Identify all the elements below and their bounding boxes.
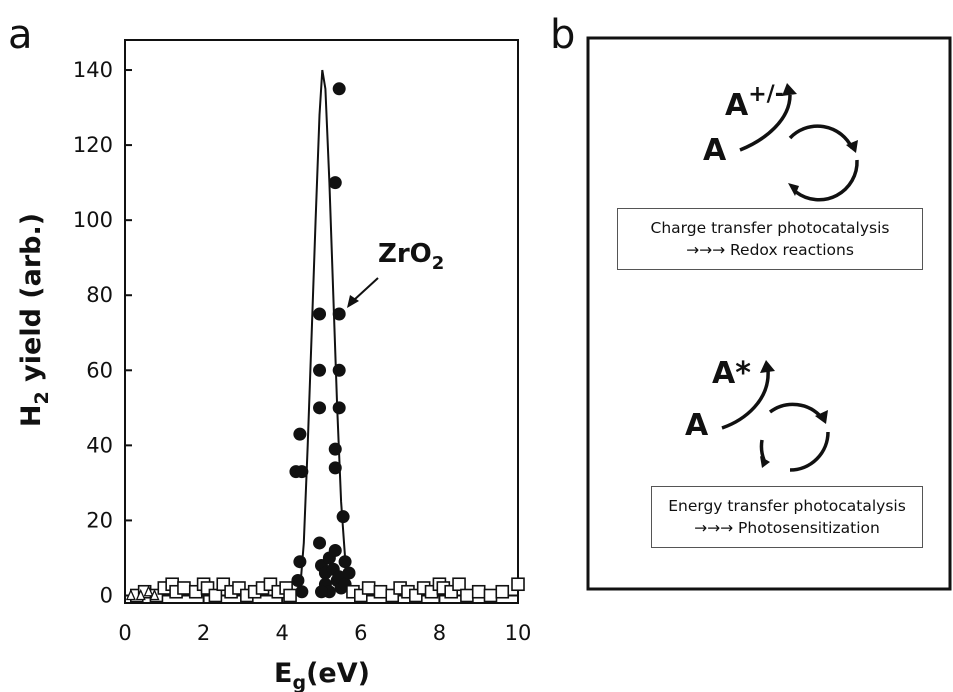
x-axis-title-rest: (eV) [306, 658, 370, 689]
filled-circle-point [332, 82, 346, 96]
open-square-point [283, 588, 297, 603]
filled-circle-point [332, 307, 346, 321]
open-square-point [373, 584, 388, 599]
filled-circle-point [332, 363, 346, 377]
filled-circle-point [293, 555, 307, 569]
filled-circle-point [328, 176, 342, 190]
bottom-cycle-arc-left [759, 439, 766, 461]
open-square-point [177, 581, 191, 595]
energy-transfer-caption-line2: →→→ Photosensitization [694, 519, 880, 537]
triangle-point [135, 588, 146, 601]
x-tick-label: 2 [197, 621, 210, 645]
x-tick-label: 8 [433, 621, 446, 645]
y-tick-label: 100 [73, 208, 113, 232]
panel-a-letter: a [8, 12, 33, 58]
filled-circle-point [328, 442, 342, 456]
x-tick-label: 4 [276, 621, 289, 645]
x-tick-label: 10 [505, 621, 532, 645]
triangle-point [149, 588, 160, 601]
open-square-point [208, 588, 223, 603]
energy-transfer-caption: Energy transfer photocatalysis →→→ Photo… [651, 486, 923, 548]
y-axis-title: H2 yield (arb.) [16, 213, 53, 427]
y-axis-title-main: H [16, 404, 47, 427]
bottom-cycle-arc-lower [789, 431, 830, 472]
top-cycle-arrowhead-upper [846, 140, 858, 153]
open-square-point [361, 581, 376, 595]
y-tick-label: 60 [86, 358, 113, 382]
open-square-point [495, 584, 510, 599]
open-square-point [452, 577, 466, 592]
top-species-label: A [703, 133, 727, 168]
filled-circle-point [291, 573, 305, 587]
y-tick-label: 80 [86, 283, 113, 307]
zro2-annotation-sub: 2 [432, 253, 445, 274]
charge-transfer-caption-line1: Charge transfer photocatalysis [650, 219, 890, 237]
filled-circle-point [328, 543, 342, 557]
zro2-annotation-label: ZrO2 [378, 239, 444, 274]
x-axis-title-main: E [274, 658, 292, 689]
top-product-label: A+/- [725, 82, 784, 123]
charge-transfer-caption-line2: →→→ Redox reactions [686, 241, 854, 259]
bottom-species-label: A [685, 408, 709, 443]
triangle-point [143, 585, 154, 597]
top-cycle-arc-lower [794, 159, 859, 202]
filled-circle-point [313, 536, 327, 550]
bottom-cycle-arrowhead-lower [760, 456, 770, 468]
y-tick-label: 140 [73, 58, 113, 82]
filled-circle-point [342, 566, 356, 580]
y-tick-label: 40 [86, 433, 113, 457]
filled-circle-point [313, 307, 327, 321]
filled-circle-point [328, 461, 342, 475]
filled-circle-point [313, 363, 327, 377]
filled-circle-point [338, 555, 352, 569]
x-tick-label: 6 [354, 621, 367, 645]
open-square-point [460, 588, 474, 603]
triangle-point [125, 588, 136, 601]
open-square-point [471, 584, 486, 599]
panel-b-frame [586, 36, 952, 591]
energy-transfer-caption-line1: Energy transfer photocatalysis [668, 497, 906, 515]
panel-b-letter: b [550, 12, 575, 58]
filled-circle-point [336, 510, 350, 524]
zro2-annotation-main: ZrO [378, 239, 432, 269]
x-ticks: 0 2 4 6 8 10 [118, 596, 531, 645]
top-cycle-arc-upper [788, 124, 854, 149]
fit-curve-layer [125, 69, 518, 597]
bottom-reactant-arrowhead [760, 360, 775, 373]
charge-transfer-caption: Charge transfer photocatalysis →→→ Redox… [617, 208, 923, 270]
y-axis-title-rest: yield (arb.) [16, 213, 47, 391]
filled-circle-point [315, 585, 328, 599]
filled-circle-point [293, 427, 307, 441]
filled-circle-point [295, 465, 309, 479]
data-points [125, 82, 525, 603]
bottom-product-label: A* [712, 356, 751, 391]
open-square-point [483, 588, 498, 603]
top-cycle-arrowhead-lower [788, 183, 799, 196]
filled-circle-point [295, 585, 309, 599]
open-square-point [511, 577, 525, 592]
y-tick-label: 20 [86, 508, 113, 532]
zro2-annotation-arrow [353, 277, 379, 301]
x-tick-label: 0 [118, 621, 131, 645]
fit-curve [125, 69, 518, 597]
bottom-cycle-arc-upper [768, 402, 824, 420]
top-reactant-arrow [739, 94, 792, 152]
zro2-annotation-arrowhead [347, 295, 359, 308]
y-tick-label: 0 [100, 583, 113, 607]
plot-frame [124, 39, 519, 604]
bottom-cycle-arrowhead-upper [815, 410, 828, 424]
filled-circle-point [313, 401, 327, 415]
x-axis-title: Eg(eV) [274, 658, 370, 692]
y-tick-label: 120 [73, 133, 113, 157]
bottom-reactant-arrow [721, 369, 770, 430]
top-product-superscript: +/- [748, 82, 784, 107]
y-axis-title-sub: 2 [31, 391, 53, 404]
y-ticks: 0 20 40 60 80 100 120 140 [73, 58, 132, 607]
x-axis-title-sub: g [292, 672, 306, 692]
top-reactant-arrowhead [782, 83, 797, 96]
filled-circle-point [332, 401, 346, 415]
